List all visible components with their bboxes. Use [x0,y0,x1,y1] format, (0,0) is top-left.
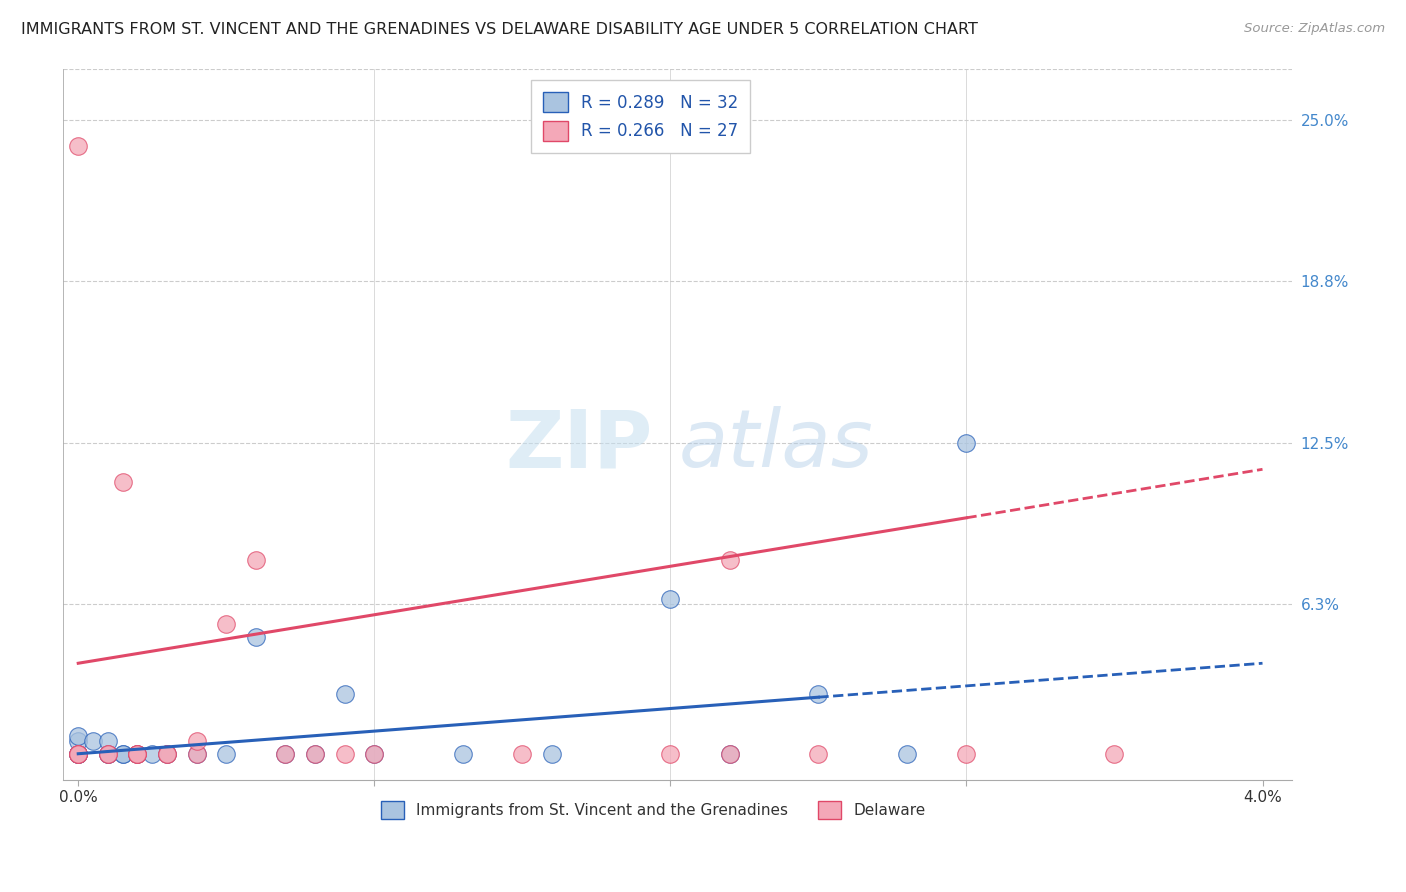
Point [111,475,134,490]
Point [186,747,208,761]
Point [127,747,149,761]
Point [1104,747,1126,761]
Point [97,747,120,761]
Point [127,747,149,761]
Point [67,139,90,153]
Point [333,687,356,701]
Point [955,747,977,761]
Point [215,617,238,632]
Text: atlas: atlas [679,407,873,484]
Point [541,747,564,761]
Point [127,747,149,761]
Point [111,747,134,761]
Point [97,747,120,761]
Point [97,734,120,748]
Point [97,747,120,761]
Point [807,747,830,761]
Point [141,747,163,761]
Point [156,747,179,761]
Point [156,747,179,761]
Point [111,747,134,761]
Point [67,747,90,761]
Point [512,747,534,761]
Point [718,747,741,761]
Point [718,553,741,567]
Point [67,747,90,761]
Point [67,734,90,748]
Point [186,747,208,761]
Text: Source: ZipAtlas.com: Source: ZipAtlas.com [1244,22,1385,36]
Point [718,747,741,761]
Point [304,747,326,761]
Point [67,729,90,743]
Point [896,747,918,761]
Point [245,553,267,567]
Point [659,591,682,606]
Point [304,747,326,761]
Point [67,747,90,761]
Text: ZIP: ZIP [506,407,654,484]
Point [274,747,297,761]
Point [82,734,104,748]
Point [97,747,120,761]
Point [67,747,90,761]
Text: IMMIGRANTS FROM ST. VINCENT AND THE GRENADINES VS DELAWARE DISABILITY AGE UNDER : IMMIGRANTS FROM ST. VINCENT AND THE GREN… [21,22,979,37]
Point [186,734,208,748]
Point [274,747,297,761]
Point [659,747,682,761]
Point [333,747,356,761]
Point [363,747,385,761]
Point [156,747,179,761]
Point [67,747,90,761]
Point [955,436,977,450]
Point [807,687,830,701]
Legend: Immigrants from St. Vincent and the Grenadines, Delaware: Immigrants from St. Vincent and the Gren… [374,795,932,825]
Point [215,747,238,761]
Point [127,747,149,761]
Point [245,631,267,645]
Point [363,747,385,761]
Point [451,747,474,761]
Point [67,747,90,761]
